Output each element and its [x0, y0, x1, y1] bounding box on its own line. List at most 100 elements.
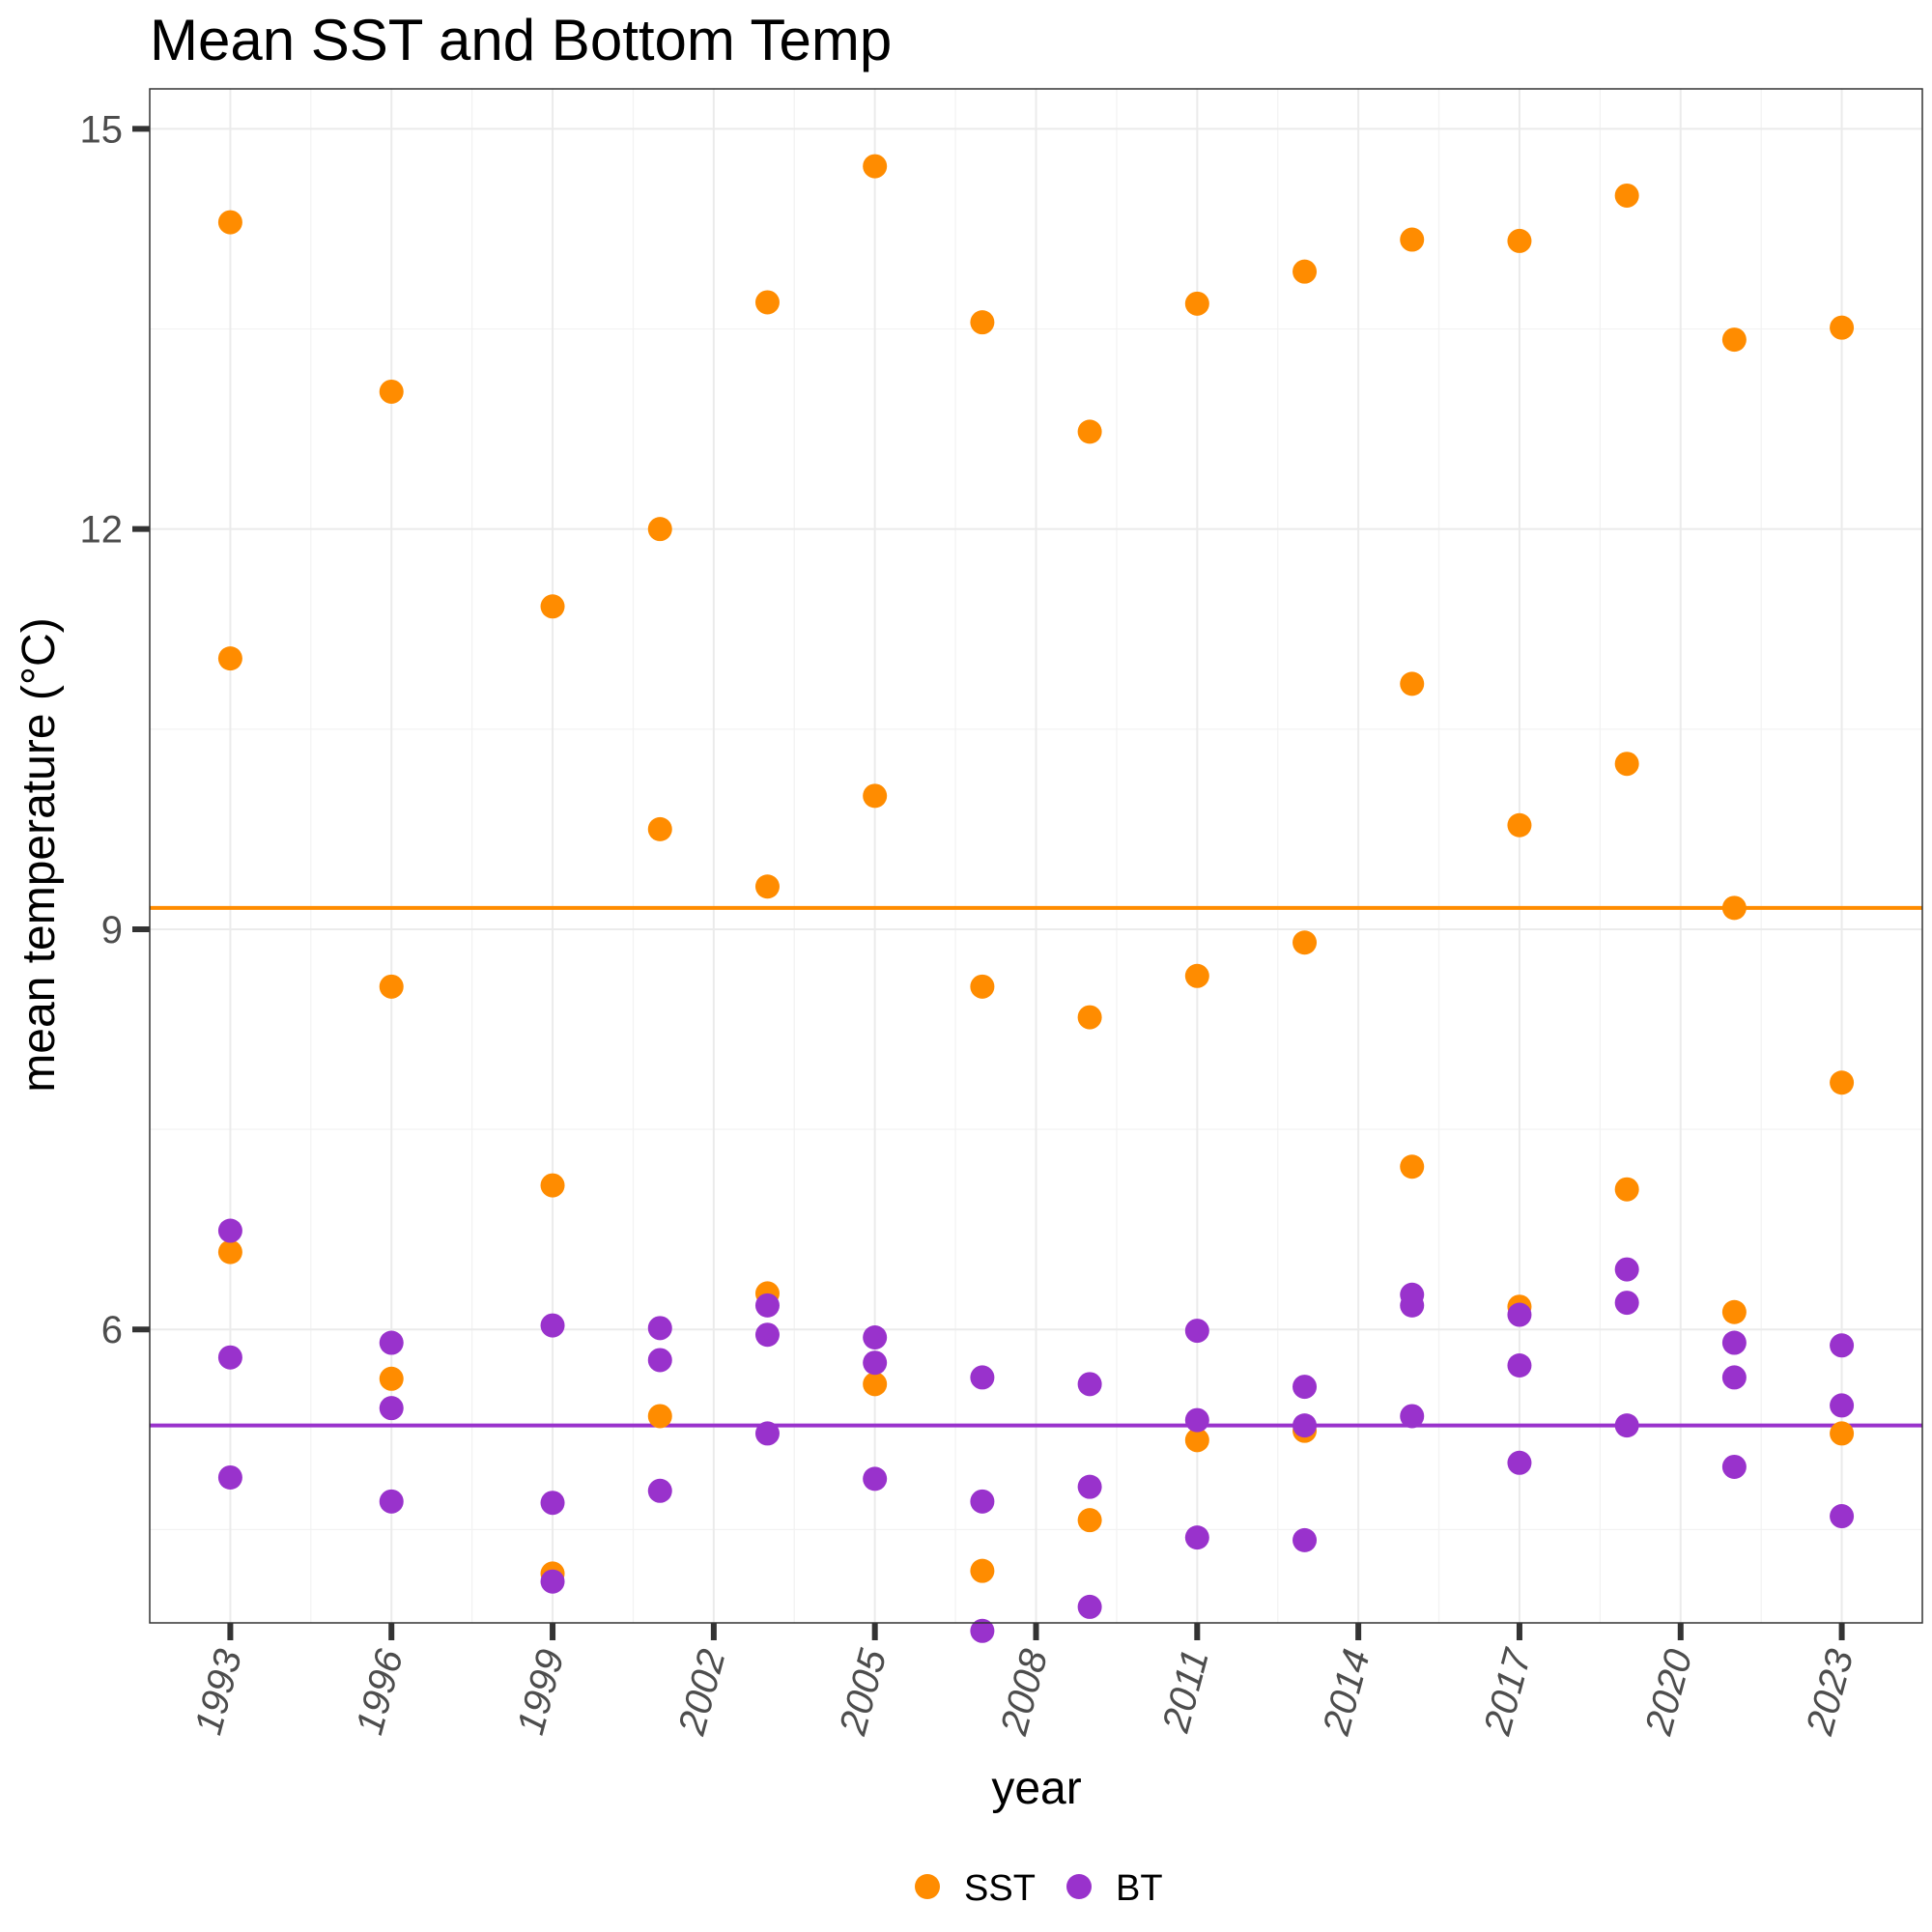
point-sst [1293, 259, 1318, 284]
legend-key-bt [1066, 1874, 1092, 1899]
point-sst [379, 974, 404, 999]
point-sst [970, 974, 995, 999]
point-sst [647, 517, 672, 542]
point-bt [863, 1324, 888, 1350]
point-bt [1400, 1293, 1425, 1318]
point-bt [1721, 1365, 1747, 1390]
grid-major [150, 89, 1922, 1623]
point-bt [754, 1293, 780, 1318]
point-sst [1400, 1154, 1425, 1179]
point-sst [540, 1173, 565, 1198]
point-bt [540, 1569, 565, 1594]
point-bt [217, 1218, 242, 1243]
point-bt [1184, 1319, 1209, 1344]
point-sst [1507, 228, 1532, 253]
y-axis-title: mean temperature (°C) [14, 617, 65, 1092]
y-tick-label: 6 [101, 1309, 123, 1351]
point-bt [379, 1396, 404, 1421]
point-sst [1830, 1421, 1855, 1446]
point-bt [1507, 1302, 1532, 1327]
point-sst [863, 1372, 888, 1397]
point-sst [863, 783, 888, 809]
point-bt [1293, 1527, 1318, 1552]
point-bt [1077, 1474, 1102, 1499]
chart-title: Mean SST and Bottom Temp [150, 8, 892, 72]
point-sst [754, 290, 780, 315]
point-sst [1614, 1177, 1639, 1202]
x-tick-label: 2008 [992, 1644, 1056, 1740]
point-bt [1400, 1404, 1425, 1429]
x-tick-label: 2014 [1315, 1645, 1378, 1740]
point-bt [1293, 1375, 1318, 1400]
point-sst [1077, 1508, 1102, 1533]
point-bt [217, 1345, 242, 1370]
point-bt [1830, 1393, 1855, 1418]
point-bt [1507, 1450, 1532, 1475]
point-bt [863, 1466, 888, 1492]
point-sst [1830, 315, 1855, 340]
point-bt [754, 1421, 780, 1446]
point-sst [217, 646, 242, 671]
point-bt [1721, 1454, 1747, 1479]
point-bt [379, 1330, 404, 1355]
point-bt [1184, 1525, 1209, 1550]
x-tick-label: 2005 [832, 1644, 895, 1740]
point-sst [970, 1558, 995, 1583]
x-tick-label: 2020 [1637, 1645, 1701, 1740]
point-sst [970, 310, 995, 335]
point-sst [647, 816, 672, 841]
point-sst [1721, 327, 1747, 353]
point-bt [647, 1348, 672, 1373]
point-sst [1614, 752, 1639, 777]
point-sst [1721, 895, 1747, 921]
point-bt [754, 1322, 780, 1348]
x-tick-label: 2023 [1798, 1645, 1861, 1740]
point-sst [379, 1366, 404, 1391]
point-bt [1507, 1352, 1532, 1378]
point-sst [1077, 419, 1102, 444]
point-sst [1507, 812, 1532, 838]
x-tick-label: 2011 [1154, 1645, 1217, 1737]
x-tick-label: 1999 [509, 1645, 573, 1739]
data-points [217, 154, 1855, 1643]
point-bt [1830, 1504, 1855, 1529]
legend-label-sst: SST [964, 1868, 1036, 1909]
x-axis-title: year [991, 1763, 1081, 1814]
point-sst [1400, 227, 1425, 252]
point-bt [1614, 1413, 1639, 1438]
point-bt [1184, 1407, 1209, 1433]
point-sst [1184, 1428, 1209, 1453]
point-sst [1721, 1299, 1747, 1324]
point-bt [1830, 1333, 1855, 1358]
x-tick-label: 1993 [187, 1645, 251, 1739]
point-sst [540, 594, 565, 619]
y-axis: 6 9 12 15 [80, 108, 150, 1351]
point-bt [647, 1478, 672, 1503]
point-bt [1614, 1257, 1639, 1282]
legend-label-bt: BT [1116, 1868, 1163, 1909]
point-bt [970, 1365, 995, 1390]
point-bt [970, 1618, 995, 1643]
y-tick-label: 9 [101, 909, 123, 952]
point-bt [1077, 1372, 1102, 1397]
legend: SST BT [915, 1868, 1163, 1909]
point-bt [1614, 1291, 1639, 1316]
point-bt [1721, 1330, 1747, 1355]
grid-minor [150, 89, 1922, 1623]
point-sst [1184, 963, 1209, 988]
point-sst [1400, 671, 1425, 696]
point-sst [1293, 930, 1318, 955]
point-bt [540, 1313, 565, 1338]
point-bt [970, 1489, 995, 1514]
legend-key-sst [915, 1874, 940, 1899]
point-sst [1830, 1070, 1855, 1095]
x-axis: 1993 1996 1999 2002 2005 2008 2011 2014 2017 2020… [187, 1623, 1861, 1740]
point-bt [379, 1489, 404, 1514]
point-sst [863, 154, 888, 179]
x-tick-label: 2017 [1476, 1643, 1540, 1740]
x-tick-label: 2002 [670, 1645, 734, 1740]
point-sst [379, 379, 404, 404]
point-bt [647, 1316, 672, 1341]
x-tick-label: 1996 [348, 1644, 412, 1739]
